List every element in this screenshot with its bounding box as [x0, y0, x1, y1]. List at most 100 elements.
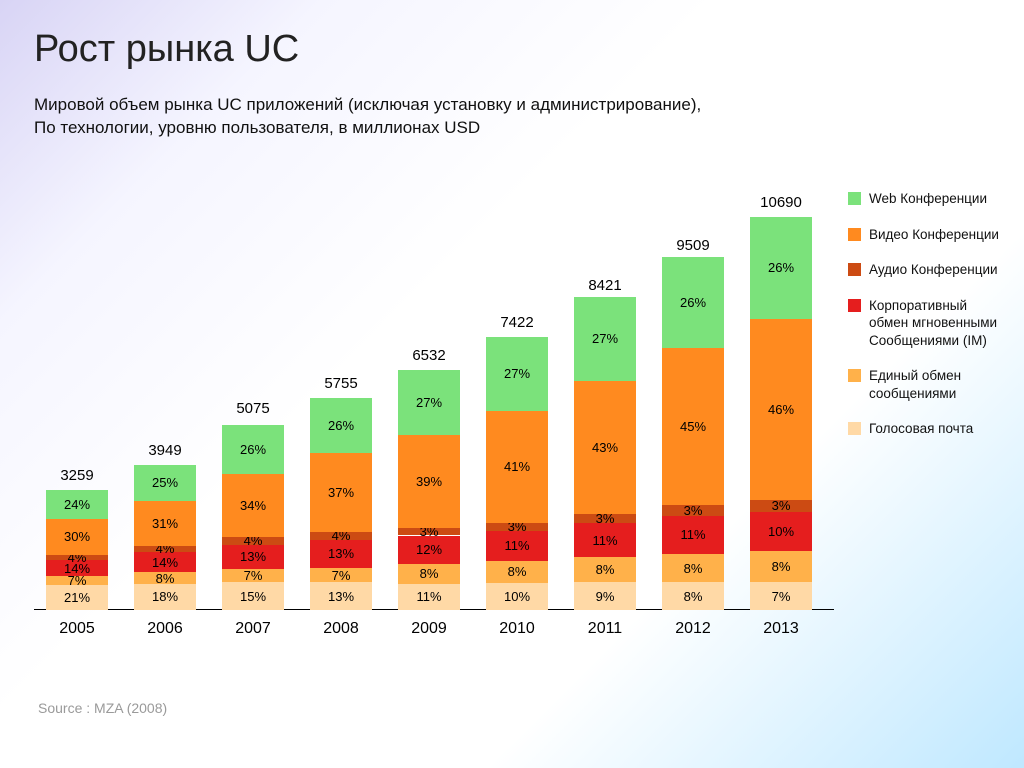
bar-segment-web: 26%: [750, 217, 812, 319]
subtitle-line1: Мировой объем рынка UC приложений (исклю…: [34, 95, 701, 114]
bar-segment-audio: 3%: [486, 523, 548, 531]
x-axis-label: 2009: [388, 620, 470, 638]
bar-segment-unified_msg: 7%: [46, 576, 108, 584]
bar-column: 84219%8%11%3%43%27%: [574, 300, 636, 610]
x-axis-labels: 2005 2006 2007 2008 2009 2010 2011 2012 2013: [34, 620, 834, 650]
bar-segment-audio: 4%: [222, 537, 284, 544]
bar-segment-audio: 4%: [310, 532, 372, 540]
bar-segment-unified_msg: 7%: [222, 569, 284, 582]
bar-column: 95098%8%11%3%45%26%: [662, 260, 724, 610]
bar-column: 325921%7%14%4%30%24%: [46, 490, 108, 610]
bar-segment-im: 11%: [486, 531, 548, 561]
bar-column: 742210%8%11%3%41%27%: [486, 337, 548, 610]
bar-segment-web: 27%: [486, 337, 548, 411]
bar-total-label: 5075: [222, 400, 284, 417]
bar-column: 507515%7%13%4%34%26%: [222, 423, 284, 610]
x-axis-label: 2005: [36, 620, 118, 638]
bar-total-label: 10690: [750, 194, 812, 211]
bar-total-label: 3259: [46, 467, 108, 484]
bar-segment-web: 27%: [574, 297, 636, 381]
bar-column: 106907%8%10%3%46%26%: [750, 217, 812, 610]
bar-segment-voicemail: 21%: [46, 585, 108, 610]
bar-segment-video: 34%: [222, 474, 284, 537]
bar-segment-unified_msg: 8%: [750, 551, 812, 582]
bar-segment-audio: 3%: [398, 528, 460, 535]
bar-segment-unified_msg: 8%: [134, 572, 196, 584]
bar-segment-im: 10%: [750, 512, 812, 551]
bar-segment-im: 12%: [398, 536, 460, 565]
x-axis-label: 2012: [652, 620, 734, 638]
bar-column: 653211%8%12%3%39%27%: [398, 370, 460, 610]
bar-segment-video: 39%: [398, 435, 460, 529]
x-axis-label: 2008: [300, 620, 382, 638]
legend-swatch: [848, 299, 861, 312]
bar-segment-video: 45%: [662, 348, 724, 505]
bar-segment-voicemail: 13%: [310, 582, 372, 610]
legend-label: Единый обмен сообщениями: [869, 367, 1004, 402]
bar-segment-video: 30%: [46, 519, 108, 555]
bar-segment-web: 26%: [662, 257, 724, 348]
bar-segment-im: 14%: [46, 560, 108, 577]
bar-segment-video: 31%: [134, 501, 196, 546]
bar-segment-im: 14%: [134, 552, 196, 572]
legend-label: Голосовая почта: [869, 420, 973, 438]
subtitle-line2: По технологии, уровню пользователя, в ми…: [34, 118, 480, 137]
chart-title: Рост рынка UC: [34, 28, 299, 71]
legend-swatch: [848, 263, 861, 276]
legend: Web Конференции Видео Конференции Аудио Ко…: [848, 190, 1004, 456]
bars-container: 325921%7%14%4%30%24%394918%8%14%4%31%25%…: [34, 170, 834, 610]
bar-segment-web: 24%: [46, 490, 108, 519]
bar-segment-voicemail: 8%: [662, 582, 724, 610]
legend-item-audio: Аудио Конференции: [848, 261, 1004, 279]
x-axis-label: 2013: [740, 620, 822, 638]
bar-segment-voicemail: 11%: [398, 584, 460, 610]
legend-label: Аудио Конференции: [869, 261, 998, 279]
bar-segment-im: 13%: [222, 545, 284, 569]
bar-segment-im: 11%: [574, 523, 636, 557]
bar-segment-unified_msg: 8%: [574, 557, 636, 582]
bar-segment-video: 46%: [750, 319, 812, 500]
chart-subtitle: Мировой объем рынка UC приложений (исклю…: [34, 94, 701, 140]
bar-column: 575513%7%13%4%37%26%: [310, 398, 372, 610]
bar-segment-video: 41%: [486, 411, 548, 523]
x-axis-label: 2010: [476, 620, 558, 638]
legend-item-unified_msg: Единый обмен сообщениями: [848, 367, 1004, 402]
chart-area: 325921%7%14%4%30%24%394918%8%14%4%31%25%…: [34, 170, 834, 670]
bar-segment-voicemail: 10%: [486, 583, 548, 610]
bar-segment-voicemail: 15%: [222, 582, 284, 610]
legend-item-web: Web Конференции: [848, 190, 1004, 208]
x-axis-label: 2006: [124, 620, 206, 638]
bar-segment-audio: 3%: [574, 514, 636, 523]
source-attribution: Source : MZA (2008): [38, 700, 167, 716]
x-axis-label: 2007: [212, 620, 294, 638]
bar-segment-voicemail: 7%: [750, 582, 812, 610]
legend-swatch: [848, 422, 861, 435]
bar-segment-web: 25%: [134, 465, 196, 501]
legend-item-video: Видео Конференции: [848, 226, 1004, 244]
bar-segment-web: 26%: [222, 425, 284, 474]
legend-label: Видео Конференции: [869, 226, 999, 244]
legend-item-im: Корпоративный обмен мгновенными Сообщени…: [848, 297, 1004, 350]
bar-segment-voicemail: 9%: [574, 582, 636, 610]
legend-item-voicemail: Голосовая почта: [848, 420, 1004, 438]
bar-segment-video: 43%: [574, 381, 636, 514]
bar-segment-im: 11%: [662, 516, 724, 554]
bar-segment-audio: 4%: [46, 555, 108, 560]
bar-column: 394918%8%14%4%31%25%: [134, 465, 196, 610]
bar-total-label: 8421: [574, 277, 636, 294]
bar-segment-audio: 3%: [750, 500, 812, 512]
bar-segment-video: 37%: [310, 453, 372, 531]
bar-segment-audio: 3%: [662, 505, 724, 515]
legend-label: Web Конференции: [869, 190, 987, 208]
bar-segment-unified_msg: 8%: [486, 561, 548, 583]
bar-total-label: 7422: [486, 314, 548, 331]
bar-segment-unified_msg: 8%: [662, 554, 724, 582]
legend-swatch: [848, 228, 861, 241]
bar-total-label: 3949: [134, 442, 196, 459]
x-axis-label: 2011: [564, 620, 646, 638]
bar-segment-im: 13%: [310, 540, 372, 568]
bar-segment-web: 26%: [310, 398, 372, 453]
bar-total-label: 6532: [398, 347, 460, 364]
legend-label: Корпоративный обмен мгновенными Сообщени…: [869, 297, 1004, 350]
bar-segment-web: 27%: [398, 370, 460, 435]
